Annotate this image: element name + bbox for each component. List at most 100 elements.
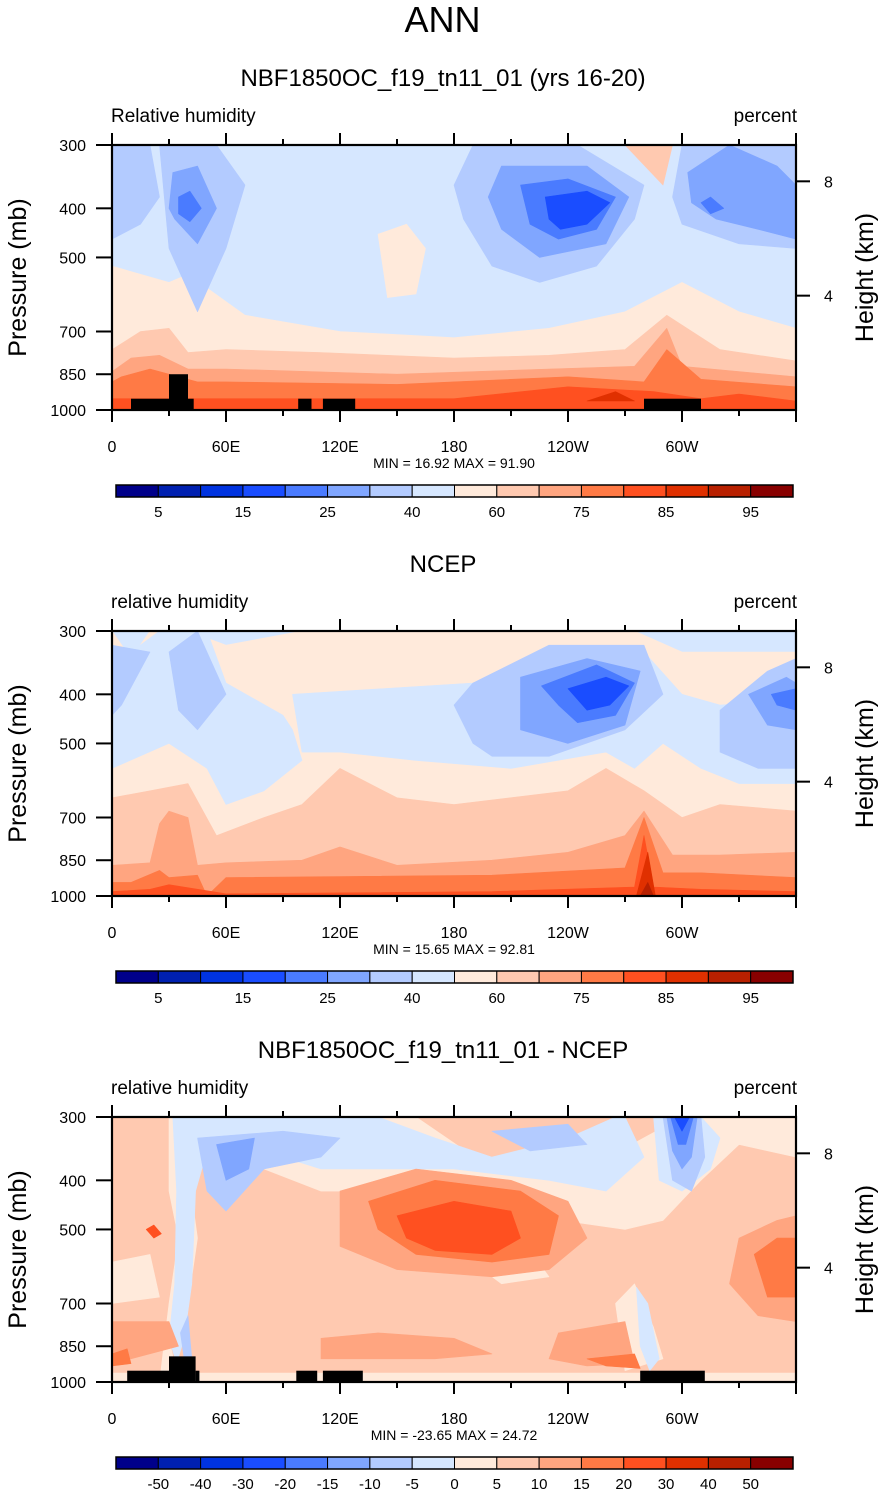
colorbar-label: 30 [658, 1476, 675, 1492]
contour-field [112, 145, 796, 410]
topography-mask [298, 398, 312, 410]
colorbar-label: -50 [147, 1476, 169, 1492]
x-tick-label: 60W [666, 439, 700, 456]
colorbar-swatch [623, 1456, 667, 1470]
y-tick-label: 700 [59, 324, 86, 341]
contour-region [753, 1237, 796, 1298]
colorbar-swatch [369, 1456, 413, 1470]
contour-region [586, 391, 635, 402]
y-tick-label: 300 [59, 624, 86, 641]
colorbar-swatch [411, 1456, 455, 1470]
units-label: percent [734, 592, 798, 613]
contour-region [636, 851, 656, 896]
topography-mask [322, 398, 356, 410]
x-tick-label: 180 [441, 439, 468, 456]
colorbar-swatch [496, 1456, 540, 1470]
colorbar-label: 40 [404, 990, 421, 1007]
colorbar-label: 95 [742, 990, 759, 1007]
colorbar-frame [115, 970, 794, 984]
colorbar-label: 75 [573, 990, 590, 1007]
colorbar-swatch [580, 1456, 625, 1470]
min-max-stats: MIN = 15.65 MAX = 92.81 [373, 941, 535, 957]
colorbar-swatch [327, 970, 371, 984]
colorbar-swatch [623, 484, 667, 498]
contour-region [112, 1254, 160, 1304]
units-label: percent [734, 106, 798, 127]
colorbar-swatch [242, 1456, 286, 1470]
panel-3: NBF1850OC_f19_tn11_01 - NCEP relative hum… [4, 1037, 879, 1492]
colorbar-label: 85 [658, 990, 675, 1007]
topography-mask [188, 398, 194, 410]
contour-region [145, 1224, 162, 1239]
contour-region [112, 644, 151, 716]
min-max-stats: MIN = 16.92 MAX = 91.90 [373, 455, 535, 471]
contour-field [112, 631, 796, 896]
colorbar-swatch [580, 970, 625, 984]
colorbar-swatch [707, 1456, 752, 1470]
page-title: ANN [404, 0, 481, 40]
colorbar-swatch [200, 1456, 244, 1470]
colorbar-swatch [284, 484, 329, 498]
colorbar-swatch [157, 484, 202, 498]
colorbar-label: 5 [493, 1476, 501, 1492]
y-tick-label: 500 [59, 250, 86, 267]
panel-title: NBF1850OC_f19_tn11_01 - NCEP [258, 1037, 628, 1064]
colorbar-label: -40 [190, 1476, 212, 1492]
variable-label: relative humidity [111, 592, 249, 613]
colorbar-swatch [369, 484, 413, 498]
x-tick-label: 60W [666, 925, 700, 942]
colorbar-swatch [496, 970, 540, 984]
topography-mask [296, 1370, 318, 1382]
x-tick-label: 0 [108, 439, 117, 456]
y-tick-label: 300 [59, 1110, 86, 1127]
colorbar-swatch [496, 484, 540, 498]
contour-region [112, 1372, 796, 1382]
colorbar: 5 15 25 40 60 75 85 95 [115, 484, 794, 521]
colorbar-swatch [115, 484, 159, 498]
variable-label: relative humidity [111, 1078, 249, 1099]
y-tick-label: 850 [59, 1339, 86, 1356]
colorbar-swatch [750, 970, 794, 984]
x-tick-label: 0 [108, 1411, 117, 1428]
y-axis-label: Pressure (mb) [4, 1170, 32, 1328]
contour-region [687, 145, 796, 240]
panel-title: NBF1850OC_f19_tn11_01 (yrs 16-20) [240, 65, 645, 92]
y-tick-label: 850 [59, 367, 86, 384]
colorbar-swatch [454, 484, 498, 498]
contour-region [112, 145, 160, 240]
y-tick-label: 300 [59, 138, 86, 155]
contour-region [567, 676, 630, 711]
colorbar-label: 60 [488, 990, 505, 1007]
colorbar-label: -10 [359, 1476, 381, 1492]
topography-mask [169, 1356, 196, 1382]
y-tick-label: 1000 [50, 889, 86, 906]
x-tick-label: 120W [547, 439, 590, 456]
y-axis-right-label: Height (km) [851, 699, 879, 828]
colorbar-swatch [750, 484, 794, 498]
y-tick-label: 400 [59, 1173, 86, 1190]
colorbar-swatch [157, 1456, 202, 1470]
colorbar-swatch [538, 970, 582, 984]
variable-label: Relative humidity [111, 106, 256, 127]
contour-region [112, 1348, 132, 1367]
y-tick-label: 700 [59, 1296, 86, 1313]
colorbar-label: 10 [531, 1476, 548, 1492]
colorbar: 5 15 25 40 60 75 85 95 [115, 970, 794, 1007]
colorbar-swatch [665, 970, 709, 984]
colorbar-swatch [200, 484, 244, 498]
colorbar-label: 15 [235, 504, 252, 521]
contour-region [216, 1137, 255, 1181]
contour-region [748, 676, 796, 731]
contour-region [491, 1123, 588, 1152]
height-tick-label: 8 [824, 660, 833, 677]
contour-region [396, 1201, 521, 1255]
contour-region [112, 817, 796, 896]
x-tick-label: 120E [321, 439, 358, 456]
colorbar-label: 5 [154, 990, 162, 1007]
colorbar-label: 50 [742, 1476, 759, 1492]
colorbar-swatch [411, 484, 455, 498]
colorbar-swatch [411, 970, 455, 984]
contour-region [544, 190, 611, 230]
colorbar-label: 40 [700, 1476, 717, 1492]
height-tick-label: 4 [824, 1261, 833, 1278]
